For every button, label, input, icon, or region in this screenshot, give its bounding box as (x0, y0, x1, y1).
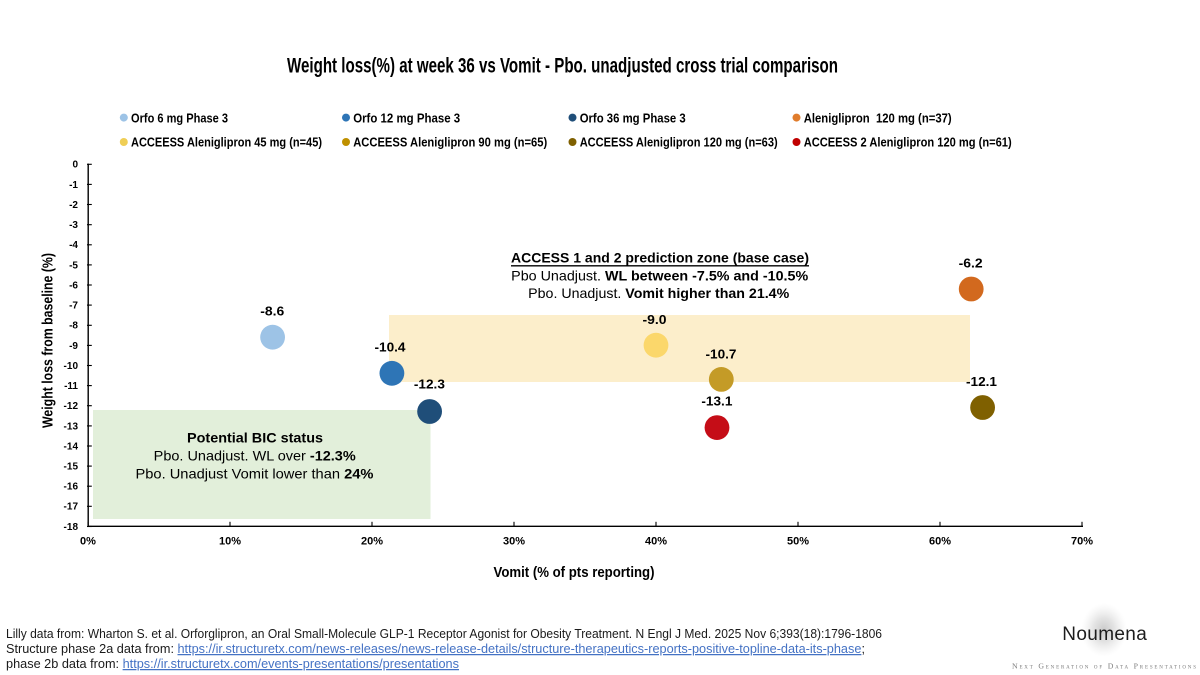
svg-text:20%: 20% (361, 535, 383, 547)
svg-text:-10.7: -10.7 (706, 347, 737, 362)
svg-text:ACCEESS Aleniglipron 120 mg (n: ACCEESS Aleniglipron 120 mg (n=63) (580, 135, 778, 150)
svg-text:ACCEESS 2 Aleniglipron 120 mg: ACCEESS 2 Aleniglipron 120 mg (n=61) (804, 135, 1012, 150)
svg-text:-17: -17 (64, 502, 79, 513)
svg-text:Weight loss(%) at week 36 vs V: Weight loss(%) at week 36 vs Vomit - Pbo… (287, 55, 838, 78)
svg-text:70%: 70% (1071, 535, 1093, 547)
svg-text:-11: -11 (64, 381, 78, 392)
svg-text:ACCESS 1 and 2 prediction zone: ACCESS 1 and 2 prediction zone (base cas… (511, 250, 809, 266)
svg-text:Pbo. Unadjust. WL over: Pbo. Unadjust. WL over (154, 448, 310, 464)
svg-text:-13.1: -13.1 (701, 393, 732, 408)
svg-text:-6.2: -6.2 (959, 256, 983, 271)
svg-text:https://ir.structuretx.com/eve: https://ir.structuretx.com/events-presen… (123, 657, 459, 671)
svg-text:https://ir.structuretx.com/new: https://ir.structuretx.com/news-releases… (178, 642, 862, 656)
svg-text:Pbo Unadjust.: Pbo Unadjust. (511, 268, 605, 284)
svg-text:-18: -18 (64, 522, 79, 533)
svg-text:-15: -15 (64, 462, 79, 473)
svg-text:-12.3: -12.3 (414, 377, 445, 392)
svg-text:Next Generation of Data Presen: Next Generation of Data Presentations (1012, 662, 1196, 671)
svg-text:-12.1: -12.1 (966, 374, 997, 389)
svg-text:phase 2b data from:: phase 2b data from: (6, 657, 123, 671)
svg-text:Orfo 36 mg Phase 3: Orfo 36 mg Phase 3 (580, 110, 686, 125)
svg-text:-10.4: -10.4 (375, 340, 407, 355)
svg-text:-4: -4 (69, 240, 78, 251)
svg-text:-9: -9 (69, 341, 78, 352)
svg-text:-8: -8 (69, 321, 78, 332)
svg-text:ACCEESS Aleniglipron 45 mg (n=: ACCEESS Aleniglipron 45 mg (n=45) (131, 135, 322, 150)
svg-text:-16: -16 (64, 482, 79, 493)
svg-text:-7: -7 (69, 301, 78, 312)
svg-text:-12.3%: -12.3% (310, 448, 356, 464)
svg-text:0%: 0% (80, 535, 96, 547)
svg-text:10%: 10% (219, 535, 241, 547)
svg-text:Lilly data from: Wharton S. et: Lilly data from: Wharton S. et al. Orfor… (6, 627, 882, 641)
svg-text:Noumena: Noumena (1062, 624, 1147, 645)
svg-text:24%: 24% (344, 466, 374, 482)
svg-text:-2: -2 (69, 200, 78, 211)
svg-text:-1: -1 (69, 180, 78, 191)
svg-text:WL between -7.5% and -10.5%: WL between -7.5% and -10.5% (605, 268, 809, 284)
svg-text:-5: -5 (69, 260, 78, 271)
svg-text:Vomit (% of pts reporting): Vomit (% of pts reporting) (494, 564, 655, 581)
svg-text:-9.0: -9.0 (643, 312, 667, 327)
svg-text:50%: 50% (787, 535, 809, 547)
svg-text:-12: -12 (64, 401, 79, 412)
svg-text:ACCEESS Aleniglipron 90 mg (n=: ACCEESS Aleniglipron 90 mg (n=65) (353, 135, 547, 150)
svg-text:Orfo 6 mg Phase 3: Orfo 6 mg Phase 3 (131, 110, 228, 125)
svg-text:Orfo 12 mg Phase 3: Orfo 12 mg Phase 3 (353, 110, 460, 125)
svg-text:30%: 30% (503, 535, 525, 547)
svg-text:-14: -14 (64, 441, 79, 452)
svg-text:Pbo. Unadjust.: Pbo. Unadjust. (528, 285, 625, 301)
svg-text:-13: -13 (64, 421, 79, 432)
svg-text:Structure phase 2a data from:: Structure phase 2a data from: (6, 642, 178, 656)
svg-text:Aleniglipron 120 mg (n=37): Aleniglipron 120 mg (n=37) (804, 110, 952, 125)
svg-text:-6: -6 (69, 280, 78, 291)
svg-text:Potential BIC status: Potential BIC status (187, 429, 323, 445)
svg-text:;: ; (862, 642, 865, 656)
svg-text:-10: -10 (64, 361, 79, 372)
svg-text:Vomit higher than 21.4%: Vomit higher than 21.4% (625, 285, 789, 301)
svg-text:40%: 40% (645, 535, 667, 547)
svg-text:-8.6: -8.6 (260, 304, 284, 319)
svg-text:-3: -3 (69, 220, 78, 231)
svg-text:60%: 60% (929, 535, 951, 547)
svg-text:Pbo. Unadjust Vomit lower than: Pbo. Unadjust Vomit lower than (136, 466, 345, 482)
svg-text:0: 0 (72, 160, 78, 171)
svg-text:Weight loss from baseline (%): Weight loss from baseline (%) (41, 253, 57, 428)
